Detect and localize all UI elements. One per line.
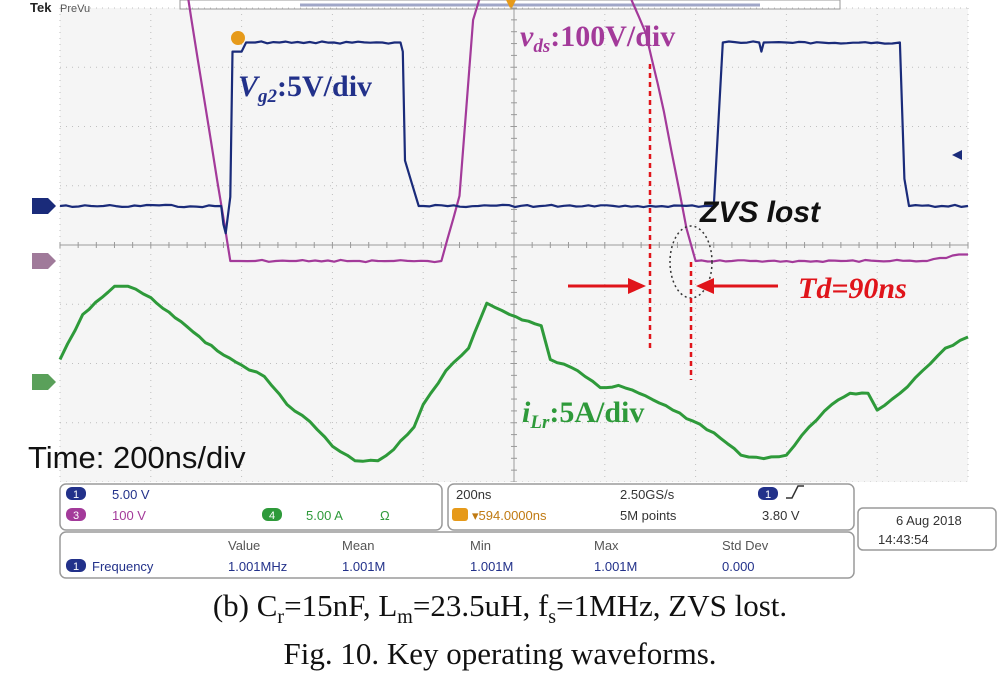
- caption-line-1: (b) Cr=15nF, Lm=23.5uH, fs=1MHz, ZVS los…: [212, 588, 788, 629]
- measure-source-num: 1: [73, 561, 79, 573]
- trigger-source-num: 1: [765, 489, 771, 501]
- td-right-arrow-head: [696, 278, 714, 294]
- caption-line-2: Fig. 10. Key operating waveforms.: [283, 636, 717, 671]
- right-level-arrow: [952, 150, 962, 160]
- trigger-position-marker: [506, 0, 516, 10]
- rising-edge-icon: [786, 485, 804, 499]
- ch3-badge-num: 3: [73, 510, 79, 522]
- ch4-ground-marker: [32, 374, 56, 390]
- measure-header: Min: [470, 538, 491, 553]
- measure-label: Frequency: [92, 559, 154, 574]
- record-length-readout: 5M points: [620, 508, 677, 523]
- td-left-arrow-head: [628, 278, 646, 294]
- date-readout: 6 Aug 2018: [896, 513, 962, 528]
- series-vg2-trace: [59, 40, 969, 235]
- zvs-lost-label: ZVS lost: [699, 196, 822, 229]
- timebase-readout: 200ns: [456, 487, 492, 502]
- series-vds-trace: [187, 0, 968, 264]
- measurement-box: [59, 531, 855, 579]
- measure-header: Std Dev: [722, 538, 769, 553]
- measure-value: 0.000: [722, 559, 755, 574]
- measure-header: Value: [228, 538, 260, 553]
- ch1-badge: [66, 487, 86, 500]
- ch3-ground-marker: [32, 253, 56, 269]
- measurement-table: Value Mean Min Max Std Dev 1.001MHz 1.001M 1.00…: [228, 538, 769, 574]
- timebase-label: Time: 200ns/div: [28, 440, 246, 475]
- measure-header: Mean: [342, 538, 375, 553]
- ch4-scale-readout: 5.00 A: [306, 508, 343, 523]
- measure-header: Max: [594, 538, 619, 553]
- sample-rate-readout: 2.50GS/s: [620, 487, 675, 502]
- brand-label: Tek: [30, 0, 52, 15]
- ch4-badge: [262, 508, 282, 521]
- measure-value: 1.001M: [470, 559, 513, 574]
- oscilloscope-screen: Tek PreVu vds:100V/div Vg2:5V/div iLr:5A…: [28, 0, 997, 579]
- measure-value: 1.001M: [342, 559, 385, 574]
- ch3-badge: [66, 508, 86, 521]
- time-readout: 14:43:54: [878, 532, 929, 547]
- measure-value: 1.001MHz: [228, 559, 287, 574]
- ch4-badge-num: 4: [269, 510, 275, 522]
- ch3-scale-readout: 100 V: [112, 508, 146, 523]
- ilr-scale-label: iLr:5A/div: [522, 396, 644, 433]
- datetime-box: [857, 507, 997, 551]
- vds-scale-label: vds:100V/div: [520, 20, 675, 57]
- series-ilr-trace: [58, 284, 969, 463]
- vg2-scale-label: Vg2:5V/div: [238, 70, 372, 107]
- trigger-pos-badge: [452, 508, 468, 521]
- trigger-level-readout: 3.80 V: [762, 508, 800, 523]
- trigger-t-marker: [231, 31, 245, 45]
- td-label: Td=90ns: [798, 272, 907, 305]
- ch1-scale-readout: 5.00 V: [112, 487, 150, 502]
- trigger-source-badge: [758, 487, 778, 500]
- measure-source-badge: [66, 559, 86, 572]
- ch4-suffix: Ω: [380, 508, 390, 523]
- ch1-ground-marker: [32, 198, 56, 214]
- channel-readout-box: [59, 483, 443, 531]
- measure-value: 1.001M: [594, 559, 637, 574]
- trigger-pos-readout: ▾594.0000ns: [472, 508, 547, 523]
- ch1-badge-num: 1: [73, 489, 79, 501]
- waveforms: [58, 0, 969, 463]
- mode-label: PreVu: [60, 3, 90, 15]
- timebase-readout-box: [447, 483, 855, 531]
